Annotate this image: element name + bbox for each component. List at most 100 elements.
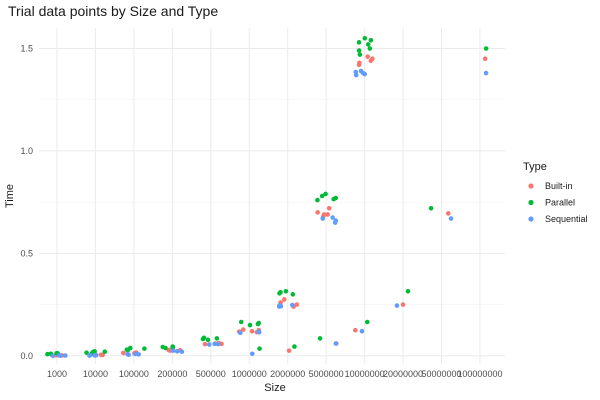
data-point	[317, 336, 323, 341]
data-point	[320, 216, 325, 221]
data-point	[333, 341, 339, 346]
data-point	[356, 48, 362, 53]
data-point	[448, 216, 454, 221]
data-point	[98, 352, 104, 358]
data-point	[292, 344, 297, 349]
data-point	[321, 212, 327, 217]
data-point	[368, 37, 374, 43]
data-point	[257, 346, 262, 351]
data-points	[45, 35, 489, 359]
data-point	[330, 215, 335, 220]
legend-key	[528, 199, 534, 206]
data-point	[482, 56, 488, 62]
data-point	[62, 353, 68, 358]
x-tick-label: 200000	[157, 369, 187, 379]
data-point	[483, 70, 489, 76]
data-point	[278, 289, 283, 295]
x-tick-label: 10000	[83, 369, 108, 379]
data-point	[249, 328, 255, 334]
data-point	[87, 353, 93, 358]
data-point	[212, 341, 218, 347]
data-point	[124, 347, 130, 352]
data-point	[428, 205, 434, 211]
legend-label: Built-in	[545, 181, 573, 191]
data-point	[56, 353, 62, 358]
y-tick-label: 0.0	[20, 351, 33, 361]
data-point	[142, 346, 147, 351]
x-tick-label: 2000000	[270, 369, 305, 379]
y-tick-label: 0.5	[20, 248, 33, 258]
data-point	[290, 302, 295, 308]
data-point	[323, 191, 328, 197]
data-point	[333, 218, 339, 223]
data-point	[326, 205, 332, 211]
data-point	[84, 350, 89, 356]
data-point	[359, 328, 365, 334]
data-point	[202, 341, 208, 347]
x-tick-label: 10000000	[345, 369, 385, 379]
data-point	[127, 345, 133, 351]
minor-gridlines	[39, 99, 505, 305]
data-point	[206, 342, 212, 347]
data-point	[357, 52, 363, 57]
data-point	[132, 351, 138, 357]
data-point	[174, 348, 180, 354]
data-point	[249, 351, 255, 357]
data-point	[365, 54, 370, 59]
legend-key	[528, 183, 534, 189]
x-tick-label: 100000	[119, 369, 149, 379]
data-point	[136, 352, 141, 357]
data-point	[290, 292, 296, 297]
data-point	[353, 327, 358, 333]
data-point	[356, 40, 362, 45]
data-point	[125, 351, 130, 357]
data-point	[358, 68, 364, 74]
y-axis-ticks: 0.0 0.5 1.0 1.5	[20, 43, 33, 360]
data-point	[170, 348, 176, 353]
data-point	[362, 35, 368, 41]
data-point	[281, 297, 287, 302]
data-point	[277, 303, 282, 308]
x-axis-ticks: 1000 10000 100000 200000 500000 1000000 200000…	[47, 369, 502, 379]
x-tick-label: 50000000	[421, 369, 461, 379]
data-point	[315, 210, 320, 215]
data-point	[367, 46, 373, 51]
x-tick-label: 1000	[47, 369, 67, 379]
y-tick-label: 1.0	[20, 146, 33, 156]
data-point	[170, 344, 176, 349]
x-tick-label: 100000000	[457, 369, 502, 379]
data-point	[50, 353, 56, 359]
legend-key	[528, 216, 534, 222]
data-point	[179, 349, 185, 355]
data-point	[256, 329, 262, 334]
legend: Type Built-in Parallel Sequential	[523, 161, 588, 224]
y-tick-label: 1.5	[20, 43, 33, 53]
data-point	[400, 302, 406, 307]
x-axis-title: Size	[264, 382, 285, 394]
data-point	[160, 344, 166, 350]
y-axis-title: Time	[4, 184, 16, 208]
data-point	[238, 319, 244, 325]
data-point	[364, 319, 370, 325]
data-point	[93, 352, 99, 358]
x-tick-label: 5000000	[309, 369, 344, 379]
data-point	[365, 42, 371, 47]
data-point	[333, 195, 339, 201]
data-point	[394, 303, 400, 308]
data-point	[483, 46, 489, 51]
legend-label: Parallel	[545, 198, 575, 208]
x-tick-label: 1000000	[232, 369, 267, 379]
data-point	[201, 335, 207, 341]
data-point	[294, 302, 300, 307]
legend-label: Sequential	[545, 214, 588, 224]
data-point	[357, 60, 362, 66]
x-tick-label: 20000000	[383, 369, 423, 379]
legend-title: Type	[523, 161, 547, 173]
data-point	[247, 322, 253, 328]
data-point	[405, 288, 411, 294]
data-point	[370, 56, 375, 62]
data-point	[215, 341, 221, 347]
data-point	[256, 320, 262, 326]
x-tick-label: 500000	[196, 369, 226, 379]
